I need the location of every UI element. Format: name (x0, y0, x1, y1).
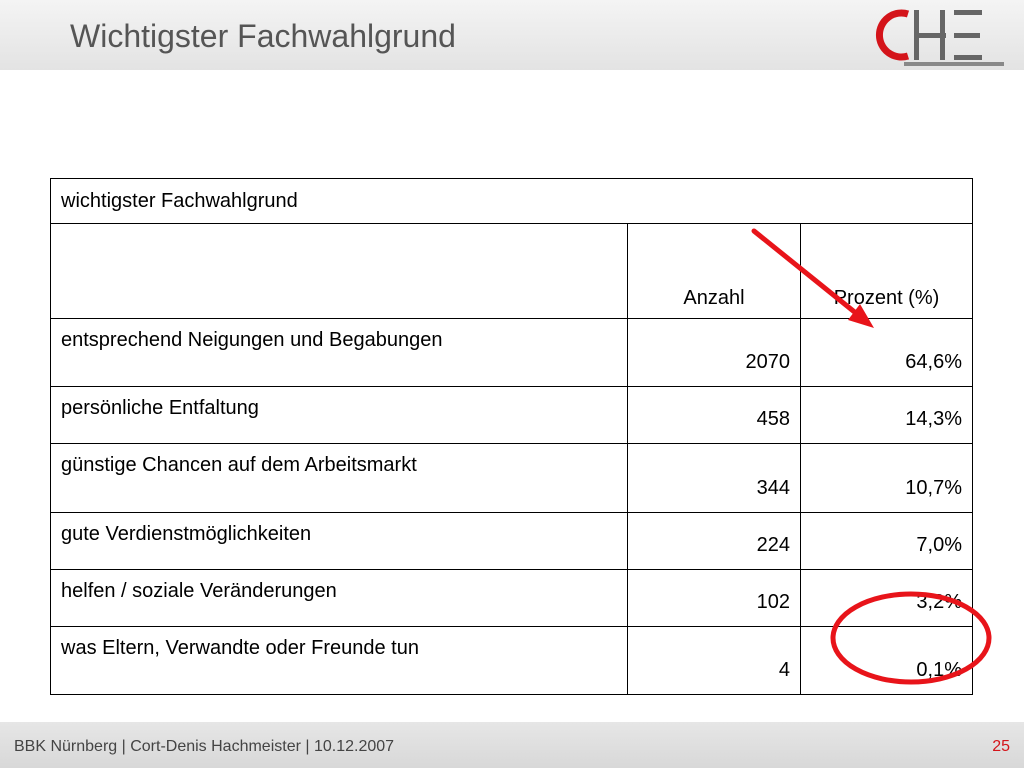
row-label: entsprechend Neigungen und Begabungen (50, 318, 628, 387)
table-row: günstige Chancen auf dem Arbeitsmarkt 34… (50, 443, 973, 513)
row-count: 2070 (627, 318, 801, 387)
row-label: helfen / soziale Veränderungen (50, 569, 628, 627)
table-row: was Eltern, Verwandte oder Freunde tun 4… (50, 626, 973, 695)
slide-footer: BBK Nürnberg | Cort-Denis Hachmeister | … (0, 722, 1024, 768)
row-count: 458 (627, 386, 801, 444)
che-logo (875, 9, 1004, 66)
table-row: gute Verdienstmöglichkeiten 224 7,0% (50, 512, 973, 570)
row-percent: 0,1% (800, 626, 973, 695)
row-count: 4 (627, 626, 801, 695)
row-percent: 64,6% (800, 318, 973, 387)
column-header-count: Anzahl (627, 223, 801, 319)
table-header-row: Anzahl Prozent (%) (50, 223, 973, 319)
row-percent: 14,3% (800, 386, 973, 444)
row-label: was Eltern, Verwandte oder Freunde tun (50, 626, 628, 695)
fachwahlgrund-table: wichtigster Fachwahlgrund Anzahl Prozent… (50, 178, 973, 695)
column-header-label (50, 223, 628, 319)
row-percent: 7,0% (800, 512, 973, 570)
table-caption: wichtigster Fachwahlgrund (50, 178, 973, 224)
slide-header: Wichtigster Fachwahlgrund (0, 0, 1024, 70)
row-count: 344 (627, 443, 801, 513)
row-count: 224 (627, 512, 801, 570)
table-row: helfen / soziale Veränderungen 102 3,2% (50, 569, 973, 627)
table-row: persönliche Entfaltung 458 14,3% (50, 386, 973, 444)
row-label: persönliche Entfaltung (50, 386, 628, 444)
row-percent: 10,7% (800, 443, 973, 513)
slide-title: Wichtigster Fachwahlgrund (70, 18, 456, 54)
row-label: gute Verdienstmöglichkeiten (50, 512, 628, 570)
page-number: 25 (992, 738, 1010, 755)
row-count: 102 (627, 569, 801, 627)
row-percent: 3,2% (800, 569, 973, 627)
row-label: günstige Chancen auf dem Arbeitsmarkt (50, 443, 628, 513)
table-caption-row: wichtigster Fachwahlgrund (50, 178, 973, 224)
column-header-percent: Prozent (%) (800, 223, 973, 319)
table-row: entsprechend Neigungen und Begabungen 20… (50, 318, 973, 387)
footer-text: BBK Nürnberg | Cort-Denis Hachmeister | … (14, 738, 395, 755)
